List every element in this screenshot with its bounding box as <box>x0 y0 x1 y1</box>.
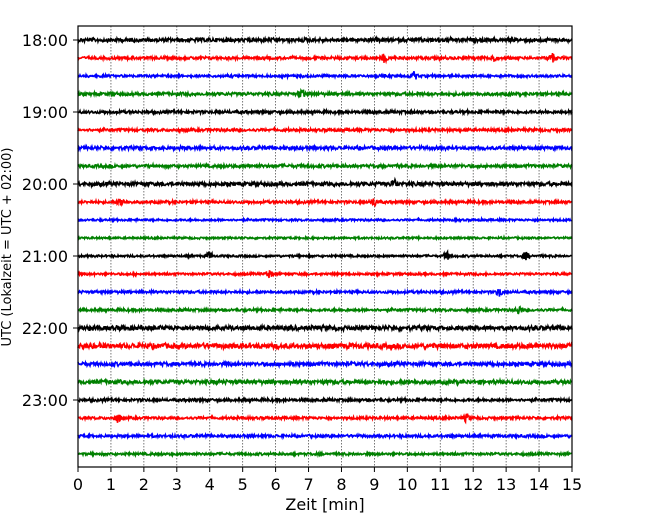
x-tick-label: 0 <box>73 475 83 494</box>
x-tick-label: 13 <box>496 475 516 494</box>
x-tick-label: 1 <box>106 475 116 494</box>
x-tick-label: 7 <box>303 475 313 494</box>
x-tick-label: 2 <box>139 475 149 494</box>
trace-1900 <box>77 107 573 117</box>
trace-2245 <box>77 376 573 388</box>
y-axis-label: UTC (Lokalzeit = UTC + 02:00) <box>0 148 15 347</box>
x-tick-label: 4 <box>205 475 215 494</box>
x-tick-label: 6 <box>271 475 281 494</box>
trace-2145 <box>77 305 573 315</box>
trace-1815 <box>77 53 573 65</box>
plot-frame <box>77 25 573 468</box>
trace-2130 <box>77 287 573 297</box>
x-tick-label: 5 <box>238 475 248 494</box>
x-tick-label: 8 <box>336 475 346 494</box>
trace-1800 <box>77 34 573 45</box>
y-tick-label: 21:00 <box>22 247 68 266</box>
y-tick-label: 18:00 <box>22 31 68 50</box>
trace-2215 <box>77 340 573 352</box>
x-tick-label: 12 <box>463 475 483 494</box>
y-tick-label: 22:00 <box>22 319 68 338</box>
trace-2300 <box>77 395 573 405</box>
trace-2345 <box>77 449 573 459</box>
trace-1845 <box>77 87 573 99</box>
trace-2330 <box>77 431 573 441</box>
trace-2315 <box>77 413 573 425</box>
trace-2230 <box>77 359 573 370</box>
x-tick-label: 11 <box>430 475 450 494</box>
y-tick-label: 20:00 <box>22 175 68 194</box>
trace-1915 <box>77 125 573 135</box>
trace-2200 <box>77 322 573 334</box>
trace-2100 <box>77 249 573 261</box>
trace-1930 <box>77 143 573 153</box>
y-tick-label: 19:00 <box>22 103 68 122</box>
x-tick-label: 14 <box>529 475 549 494</box>
trace-1830 <box>77 71 573 81</box>
y-tick-label: 23:00 <box>22 391 68 410</box>
trace-2015 <box>77 197 573 208</box>
trace-1945 <box>77 161 573 171</box>
x-tick-label: 15 <box>562 475 582 494</box>
trace-2030 <box>77 215 573 224</box>
x-tick-label: 3 <box>172 475 182 494</box>
x-tick-label: 9 <box>369 475 379 494</box>
x-tick-label: 10 <box>397 475 417 494</box>
trace-2115 <box>77 269 573 279</box>
trace-2000 <box>77 176 573 190</box>
x-axis-label: Zeit [min] <box>285 495 364 514</box>
trace-2045 <box>77 234 573 242</box>
